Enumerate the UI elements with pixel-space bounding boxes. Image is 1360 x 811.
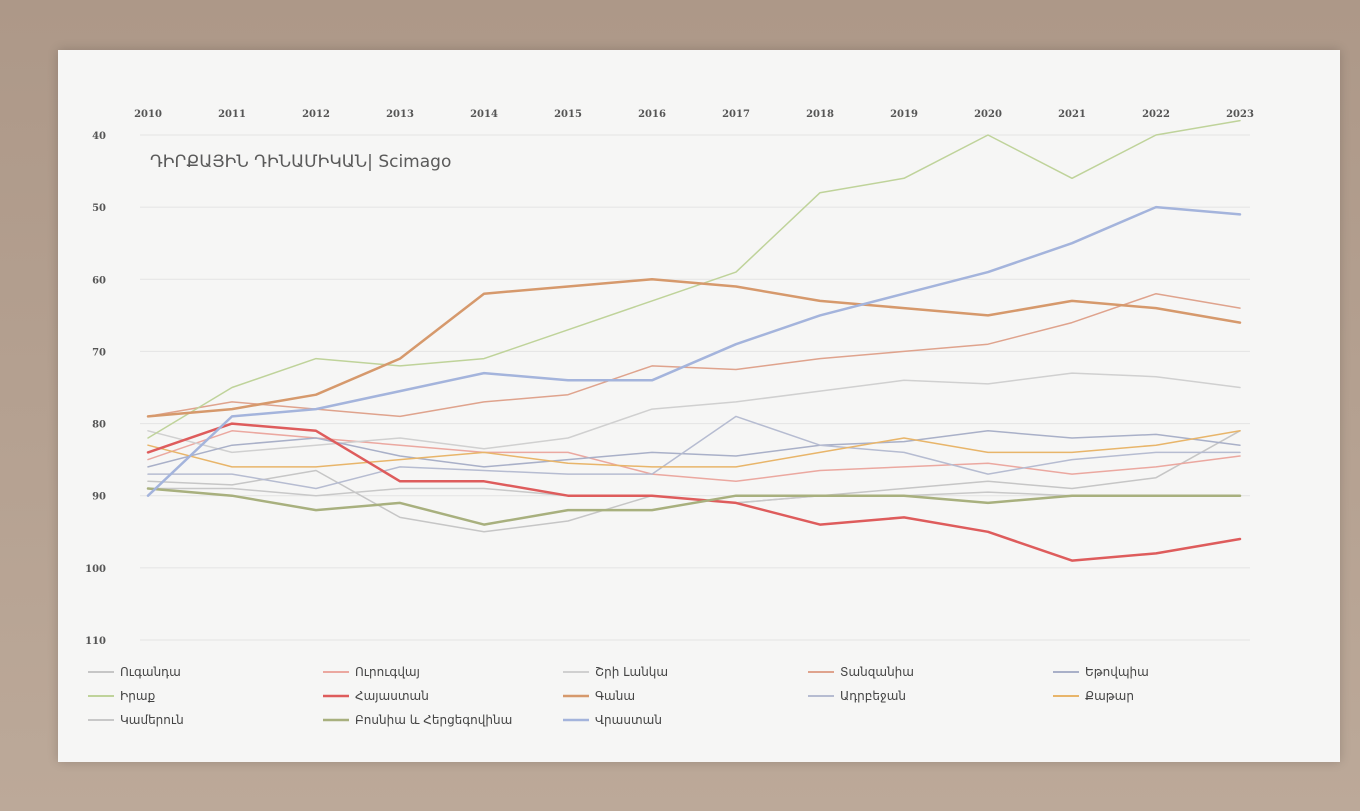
x-tick-label: 2010 [134, 109, 162, 120]
legend: Ուգանդա Ուրուգվայ Շրի Լանկա Տանզանիա Եթովպիա… [88, 665, 1149, 727]
legend-label: Գանա [595, 689, 635, 703]
y-tick-label: 50 [92, 203, 106, 214]
x-tick-label: 2020 [974, 109, 1002, 120]
legend-label: Ուրուգվայ [355, 665, 420, 679]
y-tick-label: 80 [92, 420, 106, 431]
legend-label: Ուգանդա [120, 665, 181, 679]
legend-label: Շրի Լանկա [595, 665, 668, 679]
chart-title: ԴԻՐՔԱՅԻՆ ԴԻՆԱՄԻԿԱՆ| Scimago [150, 152, 451, 172]
gridlines [140, 134, 1250, 641]
legend-label: Բոսնիա և Հերցեգովինա [355, 713, 512, 727]
y-axis-ticks: 40 50 60 70 80 90 100 110 [85, 131, 106, 647]
legend-label: Վրաստան [595, 713, 662, 727]
x-tick-label: 2019 [890, 109, 918, 120]
series-line [147, 415, 1241, 490]
legend-label: Եթովպիա [1085, 665, 1149, 679]
series-line [146, 422, 1242, 562]
x-tick-label: 2015 [554, 109, 582, 120]
series-line [147, 372, 1241, 454]
series-lines [146, 119, 1242, 562]
projected-slide: 2010 2011 2012 2013 2014 2015 2016 2017 2018 2019… [58, 50, 1340, 762]
x-tick-label: 2016 [638, 109, 666, 120]
legend-label: Քաթար [1085, 689, 1134, 703]
legend-label: Տանզանիա [840, 665, 914, 679]
series-line [146, 487, 1242, 526]
x-tick-label: 2014 [470, 109, 498, 120]
legend-label: Իրաք [120, 689, 155, 703]
series-line [146, 278, 1242, 418]
y-tick-label: 100 [85, 564, 106, 575]
x-tick-label: 2011 [218, 109, 246, 120]
series-line [147, 292, 1241, 418]
x-tick-label: 2017 [722, 109, 750, 120]
legend-label: Հայաստան [355, 689, 429, 703]
line-chart: 2010 2011 2012 2013 2014 2015 2016 2017 2018 2019… [85, 109, 1254, 727]
x-tick-label: 2018 [806, 109, 834, 120]
x-tick-label: 2012 [302, 109, 330, 120]
x-tick-label: 2013 [386, 109, 414, 120]
series-line [147, 119, 1241, 439]
x-axis-years: 2010 2011 2012 2013 2014 2015 2016 2017 2018 2019… [134, 109, 1254, 120]
x-tick-label: 2023 [1226, 109, 1254, 120]
x-tick-label: 2022 [1142, 109, 1170, 120]
series-line [147, 430, 1241, 468]
y-tick-label: 40 [92, 131, 106, 142]
legend-label: Ադրբեջան [840, 689, 906, 703]
x-tick-label: 2021 [1058, 109, 1086, 120]
series-line [147, 430, 1241, 468]
y-tick-label: 90 [92, 492, 106, 503]
y-tick-label: 60 [92, 275, 106, 286]
y-tick-label: 110 [85, 636, 106, 647]
series-line [146, 205, 1242, 497]
legend-label: Կամերուն [120, 713, 184, 727]
y-tick-label: 70 [92, 347, 106, 358]
